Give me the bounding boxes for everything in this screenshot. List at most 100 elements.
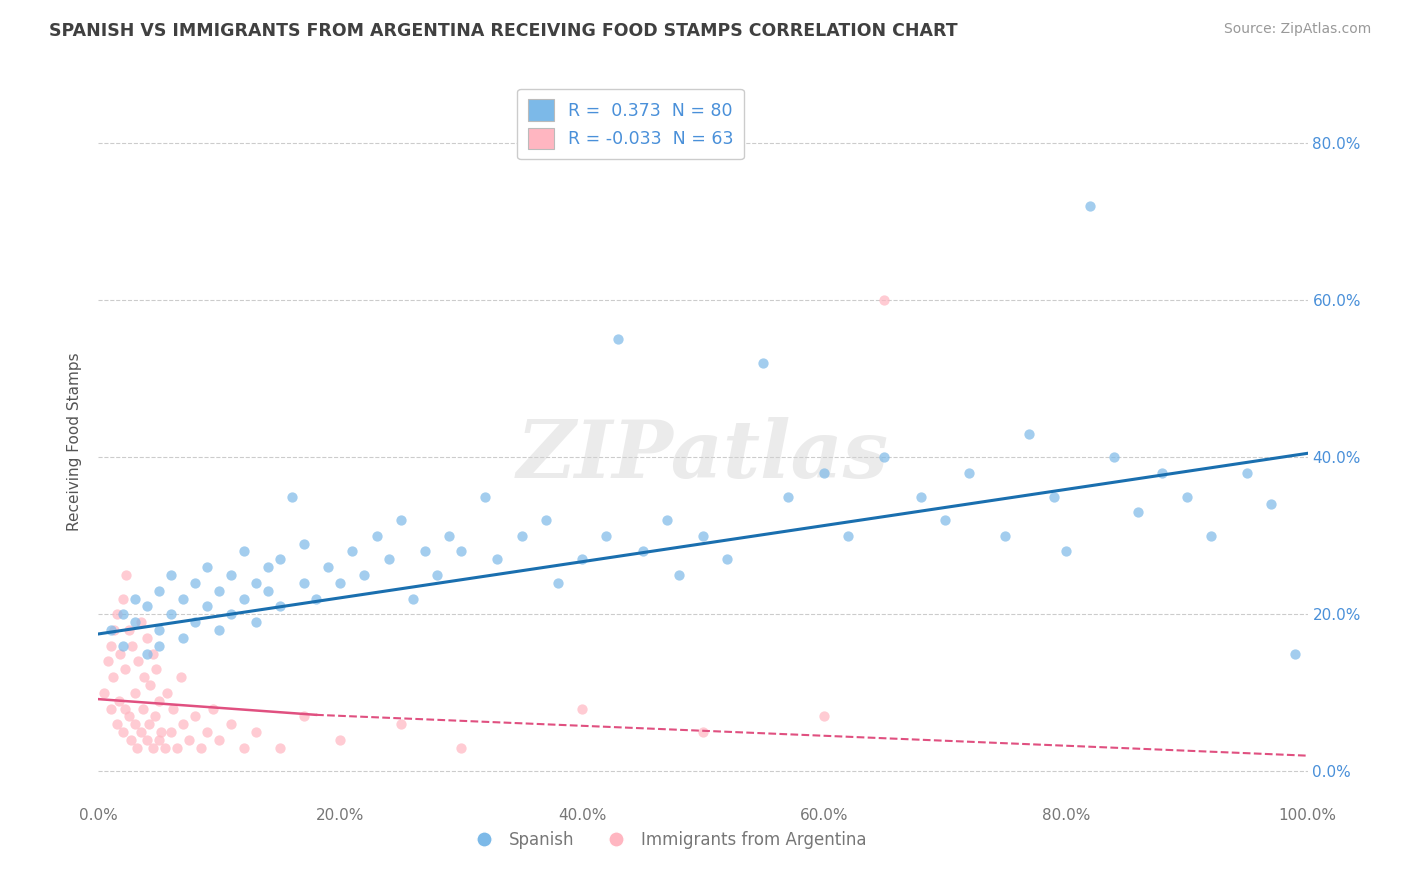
Point: [129, 615, 152, 630]
Point: [124, 686, 146, 700]
Point: [184, 575, 207, 590]
Point: [316, 560, 339, 574]
Point: [103, 623, 125, 637]
Point: [342, 544, 364, 558]
Point: [245, 615, 267, 630]
Point: [208, 623, 231, 637]
Point: [305, 591, 328, 606]
Point: [256, 560, 278, 574]
Point: [184, 709, 207, 723]
Point: [329, 575, 352, 590]
Point: [389, 513, 412, 527]
Point: [873, 293, 896, 308]
Point: [135, 647, 157, 661]
Point: [111, 607, 134, 622]
Point: [329, 733, 352, 747]
Point: [281, 490, 304, 504]
Point: [1128, 505, 1150, 519]
Point: [111, 639, 134, 653]
Point: [716, 552, 738, 566]
Point: [202, 701, 225, 715]
Text: SPANISH VS IMMIGRANTS FROM ARGENTINA RECEIVING FOOD STAMPS CORRELATION CHART: SPANISH VS IMMIGRANTS FROM ARGENTINA REC…: [49, 22, 957, 40]
Point: [437, 529, 460, 543]
Point: [160, 607, 183, 622]
Point: [510, 529, 533, 543]
Point: [127, 740, 149, 755]
Point: [169, 670, 191, 684]
Point: [221, 568, 243, 582]
Point: [668, 568, 690, 582]
Point: [692, 725, 714, 739]
Point: [1199, 529, 1222, 543]
Point: [127, 655, 149, 669]
Point: [873, 450, 896, 465]
Point: [111, 591, 134, 606]
Point: [607, 333, 630, 347]
Point: [631, 544, 654, 558]
Point: [108, 647, 131, 661]
Point: [97, 655, 120, 669]
Point: [402, 591, 425, 606]
Point: [105, 607, 128, 622]
Point: [292, 575, 315, 590]
Point: [93, 686, 115, 700]
Point: [1152, 466, 1174, 480]
Point: [571, 701, 593, 715]
Point: [111, 725, 134, 739]
Point: [118, 623, 141, 637]
Point: [195, 725, 218, 739]
Point: [101, 670, 124, 684]
Point: [195, 560, 218, 574]
Point: [534, 513, 557, 527]
Point: [160, 725, 183, 739]
Point: [1102, 450, 1125, 465]
Point: [813, 466, 835, 480]
Point: [138, 717, 160, 731]
Point: [172, 717, 194, 731]
Point: [135, 733, 157, 747]
Point: [837, 529, 859, 543]
Point: [389, 717, 412, 731]
Point: [269, 599, 291, 614]
Point: [124, 615, 146, 630]
Point: [172, 631, 194, 645]
Point: [132, 701, 155, 715]
Point: [184, 615, 207, 630]
Point: [813, 709, 835, 723]
Point: [221, 717, 243, 731]
Point: [366, 529, 388, 543]
Point: [100, 701, 122, 715]
Point: [221, 607, 243, 622]
Point: [208, 583, 231, 598]
Point: [129, 725, 152, 739]
Point: [269, 552, 291, 566]
Point: [148, 583, 170, 598]
Point: [692, 529, 714, 543]
Point: [245, 725, 267, 739]
Point: [121, 639, 143, 653]
Point: [292, 536, 315, 550]
Point: [143, 709, 166, 723]
Point: [179, 733, 201, 747]
Point: [124, 591, 146, 606]
Point: [166, 740, 188, 755]
Point: [994, 529, 1017, 543]
Point: [1078, 199, 1101, 213]
Point: [353, 568, 375, 582]
Point: [148, 639, 170, 653]
Point: [547, 575, 569, 590]
Point: [114, 662, 136, 676]
Point: [450, 544, 472, 558]
Point: [145, 662, 167, 676]
Point: [776, 490, 799, 504]
Point: [148, 623, 170, 637]
Point: [142, 647, 165, 661]
Point: [232, 591, 254, 606]
Point: [120, 733, 142, 747]
Point: [413, 544, 436, 558]
Point: [134, 670, 156, 684]
Point: [1054, 544, 1077, 558]
Point: [292, 709, 315, 723]
Point: [486, 552, 509, 566]
Point: [1284, 647, 1306, 661]
